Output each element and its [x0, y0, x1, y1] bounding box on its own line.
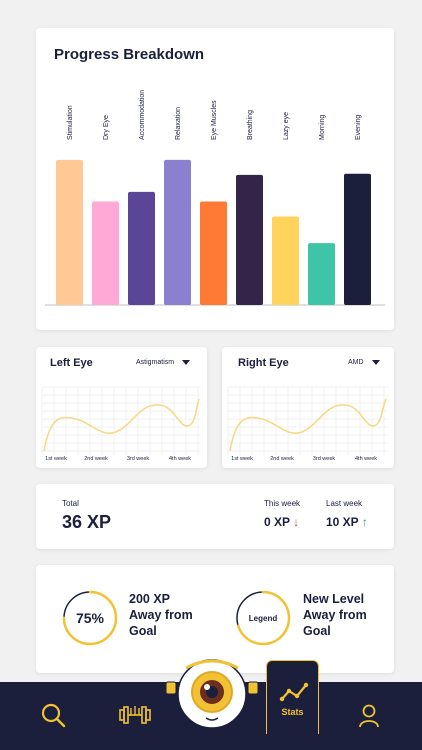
progress-breakdown-card: Progress Breakdown Stimulation Dry Eye Acc…: [36, 28, 394, 330]
bar-label: Relaxation: [175, 107, 182, 140]
user-icon: [359, 704, 379, 728]
arrow-up-icon: ↑: [361, 515, 368, 529]
bar-dry-eye: [92, 201, 119, 305]
goal-xp-line: 200 XP: [129, 592, 171, 606]
chevron-down-icon: [182, 360, 191, 365]
week-label: 2nd week: [84, 456, 108, 462]
bar-label: Dry Eye: [103, 115, 110, 140]
right-eye-condition-value: AMD: [348, 359, 364, 366]
bar-label: Lazy eye: [283, 112, 290, 140]
new-level-line: New Level: [303, 592, 365, 606]
new-level-away-line: Away from: [303, 608, 367, 622]
trend-line: [43, 398, 200, 452]
left-eye-card: Left Eye Astigmatism 1st week 2nd week 3rd…: [36, 347, 207, 468]
left-eye-title: Left Eye: [50, 357, 93, 369]
chevron-down-icon: [371, 360, 380, 365]
last-week-value-wrap: 10 XP ↑: [326, 515, 368, 529]
bar-evening: [344, 173, 371, 305]
legend-label: Legend: [248, 613, 278, 623]
line-chart-icon: [279, 682, 309, 702]
nav-stats-button[interactable]: Stats: [266, 660, 319, 734]
bar-label: Eye Muscles: [211, 100, 218, 140]
goal-card: 75% 200 XP Away from Goal Legend New Lev…: [36, 565, 394, 673]
week-label: 4th week: [355, 456, 377, 462]
nav-workout-button[interactable]: [118, 702, 152, 733]
progress-title: Progress Breakdown: [54, 46, 205, 63]
last-week-label: Last week: [326, 499, 363, 508]
trend-line: [229, 398, 387, 452]
legend-ring: [235, 590, 291, 646]
this-week-value-wrap: 0 XP ↓: [264, 515, 299, 529]
goal-away-line: Away from: [129, 608, 193, 622]
bar-morning: [308, 243, 335, 305]
week-label: 3rd week: [313, 456, 336, 462]
total-value: 36 XP: [62, 512, 112, 532]
nav-profile-button[interactable]: [358, 704, 380, 733]
bar-eye-muscles: [200, 201, 227, 305]
this-week-value: 0 XP: [264, 515, 290, 529]
nav-search-button[interactable]: [40, 702, 66, 733]
new-level-goal-line: Goal: [303, 624, 331, 638]
new-level-description: New Level Away from Goal: [303, 591, 393, 639]
nav-stats-label: Stats: [281, 707, 304, 717]
arrow-down-icon: ↓: [293, 515, 300, 529]
xp-total-card: Total 36 XP This week 0 XP ↓ Last week 1…: [36, 484, 394, 549]
eye-mascot-icon: [165, 659, 259, 743]
left-eye-line-chart: 1st week 2nd week 3rd week 4th week: [41, 386, 201, 462]
week-label: 1st week: [231, 456, 253, 462]
this-week-label: This week: [264, 499, 301, 508]
bar-relaxation: [164, 159, 191, 305]
goal-percent: 75%: [75, 610, 105, 626]
bar-label: Breathing: [247, 110, 254, 140]
bar-accommodation: [128, 191, 155, 305]
goal-goal-line: Goal: [129, 624, 157, 638]
week-label: 3rd week: [127, 456, 150, 462]
bar-lazy-eye: [272, 216, 299, 305]
bar-label: Stimulation: [67, 105, 74, 140]
bar-breathing: [236, 174, 263, 305]
week-label: 1st week: [45, 456, 67, 462]
week-label: 2nd week: [270, 456, 294, 462]
bar-stimulation: [56, 159, 83, 305]
right-eye-condition-select[interactable]: AMD: [348, 359, 380, 366]
left-eye-condition-value: Astigmatism: [136, 359, 175, 366]
total-label: Total: [62, 499, 79, 508]
goal-progress-ring: [62, 590, 118, 646]
bar-label: Evening: [355, 115, 362, 140]
progress-bar-chart: Stimulation Dry Eye Accommodation Relaxatio…: [45, 90, 385, 306]
search-icon: [41, 703, 66, 728]
right-eye-card: Right Eye AMD 1st week 2nd week 3rd week 4t…: [222, 347, 394, 468]
bar-label: Accommodation: [139, 90, 146, 140]
week-label: 4th week: [169, 456, 191, 462]
left-eye-condition-select[interactable]: Astigmatism: [136, 359, 191, 366]
right-eye-line-chart: 1st week 2nd week 3rd week 4th week: [227, 386, 388, 462]
right-eye-title: Right Eye: [238, 357, 289, 369]
dumbbell-icon: [119, 706, 151, 724]
goal-description: 200 XP Away from Goal: [129, 591, 219, 639]
last-week-value: 10 XP: [326, 515, 359, 529]
bar-label: Morning: [319, 115, 326, 140]
